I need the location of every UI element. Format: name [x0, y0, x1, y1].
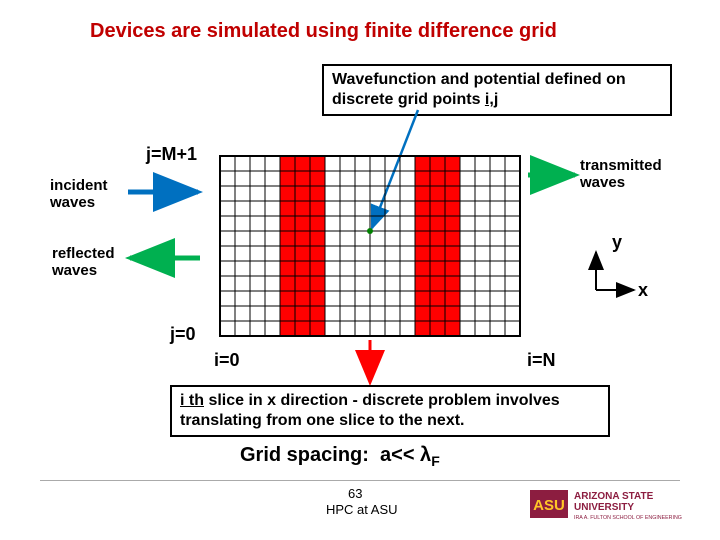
- footer-divider: [40, 480, 680, 481]
- grid-spacing-text: Grid spacing: a<< λF: [240, 444, 440, 469]
- caption-bottom-box: i th slice in x direction - discrete pro…: [170, 385, 610, 437]
- footer-text-val: HPC at ASU: [326, 502, 398, 517]
- svg-text:IRA A. FULTON SCHOOL OF ENGINE: IRA A. FULTON SCHOOL OF ENGINEERING: [574, 515, 682, 521]
- asu-logo: ASU ARIZONA STATE UNIVERSITY IRA A. FULT…: [530, 484, 700, 524]
- footer-page: 63: [348, 486, 362, 501]
- svg-text:ARIZONA STATE: ARIZONA STATE: [574, 491, 654, 502]
- svg-text:ASU: ASU: [533, 497, 565, 514]
- footer-text: HPC at ASU: [326, 502, 398, 517]
- caption-bottom-text: i th slice in x direction - discrete pro…: [180, 392, 560, 429]
- svg-text:UNIVERSITY: UNIVERSITY: [574, 502, 634, 513]
- footer-page-num: 63: [348, 486, 362, 501]
